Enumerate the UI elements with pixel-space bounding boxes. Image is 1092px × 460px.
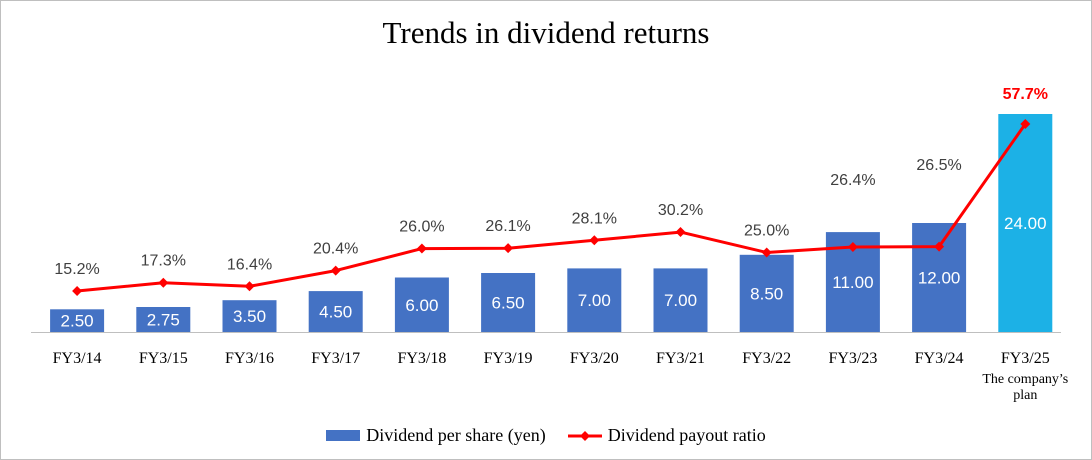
bar-FY3/20 [567,268,622,332]
payout-ratio-label: 26.1% [485,218,530,235]
bar-value-label: 4.50 [319,303,352,322]
bar-FY3/19 [481,273,536,332]
x-tick-label: FY3/24 [915,350,964,367]
x-tick-label: FY3/20 [570,350,619,367]
bar-value-label: 8.50 [750,284,783,303]
payout-ratio-label: 25.0% [744,223,789,240]
bar-FY3/14 [50,309,105,332]
bar-value-label: 2.75 [147,311,180,330]
payout-ratio-label: 26.5% [916,157,961,174]
bar-FY3/15 [136,307,191,332]
chart-plot: 2.50 2.75 3.50 4.50 6.00 6.50 7.00 7.00 8.50 11.0… [31,86,1068,403]
payout-ratio-point [72,286,83,296]
payout-ratio-point [589,235,600,246]
x-tick-label: FY3/19 [484,350,533,367]
payout-ratio-point [675,227,686,238]
payout-ratio-point [330,265,341,276]
bar-FY3/22 [739,254,794,332]
x-tick-note: plan [1013,388,1037,403]
x-tick-label: FY3/16 [225,350,274,367]
chart-title: Trends in dividend returns [382,15,710,50]
payout-ratio-line [76,123,1027,293]
bar-value-label: 7.00 [578,291,611,310]
x-tick-label: FY3/25 [1001,350,1050,367]
x-tick-label: FY3/22 [742,350,791,367]
payout-ratio-point [503,243,514,254]
x-tick-label: FY3/18 [397,350,446,367]
payout-ratio-point [847,241,858,252]
payout-ratio-label: 57.7% [1003,86,1048,103]
payout-ratio-label: 16.4% [227,256,272,273]
payout-ratio-label: 26.4% [830,172,875,189]
bar-value-label: 7.00 [664,291,697,310]
legend-item-dividend-per-share: Dividend per share (yen) [326,425,546,446]
payout-ratio-point [934,241,945,252]
payout-ratio-label: 17.3% [141,253,186,270]
bar-value-label: 2.50 [61,312,94,331]
payout-ratio-point [244,281,255,292]
legend: Dividend per share (yen) Dividend payout… [1,425,1091,446]
bar-FY3/16 [222,300,277,332]
legend-label-payout-ratio: Dividend payout ratio [607,425,766,445]
x-tick-label: FY3/23 [828,350,877,367]
payout-ratio-point [416,243,427,254]
payout-ratio-point [1020,119,1031,129]
x-tick-label: FY3/14 [53,350,102,367]
payout-ratio-point [158,277,169,288]
x-tick-note: The company’s [982,372,1068,387]
x-tick-label: FY3/21 [656,350,705,367]
bar-FY3/17 [308,291,363,332]
legend-bar-swatch [326,430,361,441]
bar-value-label: 24.00 [1004,214,1047,233]
x-tick-label: FY3/17 [311,350,360,367]
legend-label-dividend-per-share: Dividend per share (yen) [366,425,546,445]
bar-FY3/18 [394,277,449,332]
payout-ratio-label: 26.0% [399,219,444,236]
payout-ratio-label: 15.2% [54,261,99,278]
legend-item-payout-ratio: Dividend payout ratio [567,425,766,446]
payout-ratio-point [761,247,772,258]
bar-FY3/21 [653,268,708,332]
bar-FY3/24 [912,223,967,332]
payout-ratio-label: 28.1% [572,210,617,227]
bar-value-label: 11.00 [832,273,873,292]
bar-value-label: 3.50 [233,307,266,326]
bar-value-label: 6.50 [492,294,525,313]
x-tick-label: FY3/15 [139,350,188,367]
payout-ratio-label: 20.4% [313,241,358,258]
bar-value-label: 12.00 [918,269,961,288]
legend-line-swatch [567,430,602,441]
bar-value-label: 6.00 [405,296,438,315]
payout-ratio-label: 30.2% [658,202,703,219]
